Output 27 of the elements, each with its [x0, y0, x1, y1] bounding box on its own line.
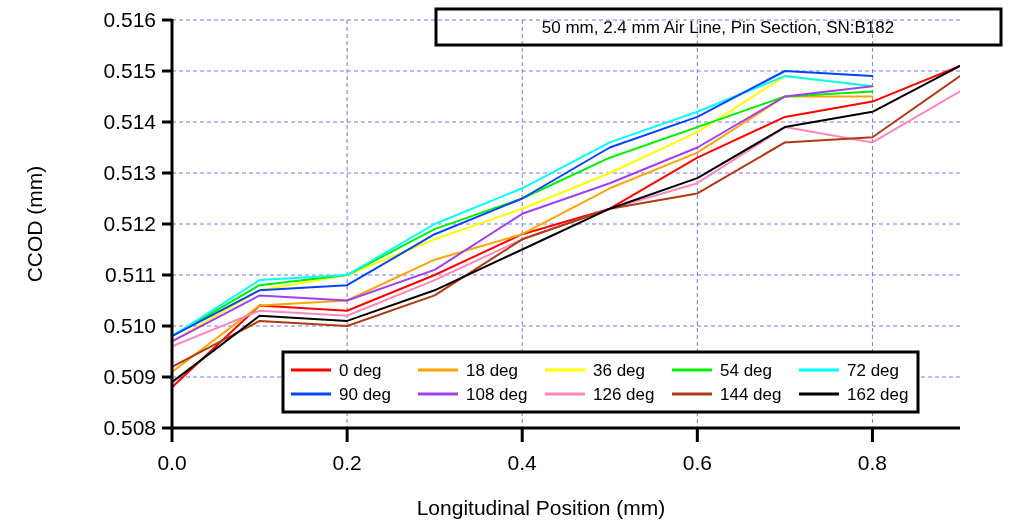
y-tick-label: 0.511 [105, 263, 156, 287]
x-tick-label: 0.6 [682, 451, 712, 474]
legend-label: 0 deg [339, 360, 382, 380]
legend-label: 18 deg [466, 360, 518, 380]
y-tick-label: 0.516 [103, 8, 156, 32]
chart-title: 50 mm, 2.4 mm Air Line, Pin Section, SN:B182 [541, 18, 895, 37]
legend-label: 36 deg [593, 360, 645, 380]
x-tick-label: 0.8 [857, 451, 888, 474]
y-tick-label: 0.514 [103, 110, 157, 134]
legend-label: 144 deg [720, 384, 782, 404]
x-axis-title: Longitudinal Position (mm) [416, 496, 666, 519]
x-tick-label: 0.0 [157, 451, 187, 474]
legend-label: 162 deg [847, 384, 909, 404]
y-tick-label: 0.512 [103, 212, 156, 236]
y-tick-label: 0.509 [103, 365, 156, 389]
y-tick-label: 0.508 [103, 416, 156, 440]
y-tick-label: 0.515 [103, 59, 156, 83]
legend-label: 54 deg [720, 360, 772, 380]
legend-label: 90 deg [339, 384, 391, 404]
y-tick-label: 0.510 [103, 314, 156, 338]
legend-label: 72 deg [847, 360, 899, 380]
x-tick-label: 0.4 [507, 451, 538, 474]
legend-label: 108 deg [466, 384, 528, 404]
legend-label: 126 deg [593, 384, 655, 404]
x-tick-label: 0.2 [332, 451, 362, 474]
y-axis-title: CCOD (mm) [23, 165, 46, 283]
y-tick-label: 0.513 [103, 161, 156, 185]
